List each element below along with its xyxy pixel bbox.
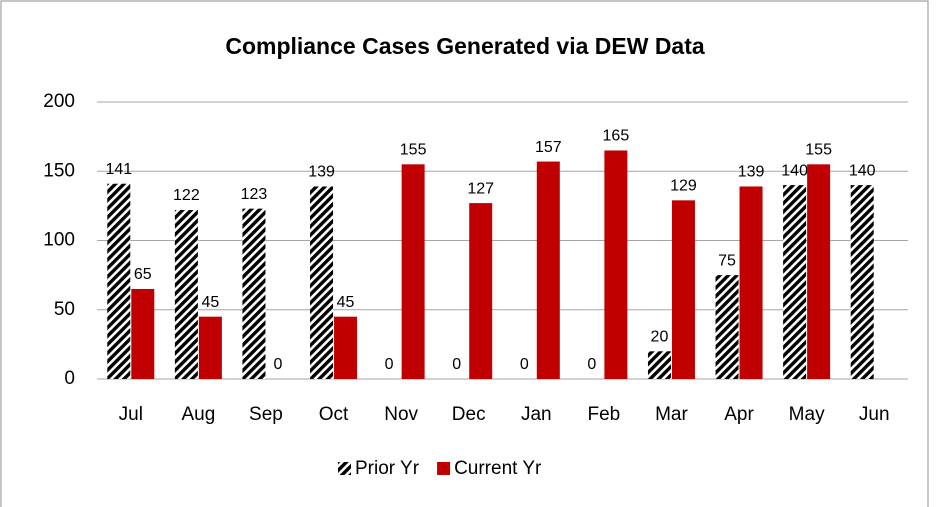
data-label: 127: [467, 180, 494, 197]
data-label: 139: [738, 164, 765, 181]
y-tick-label: 200: [43, 91, 75, 112]
data-label: 0: [587, 356, 596, 373]
data-label: 45: [201, 294, 219, 311]
bar: [334, 316, 358, 379]
legend-label: Prior Yr: [355, 458, 420, 479]
bar: [671, 200, 695, 379]
x-tick-label: May: [789, 404, 825, 425]
y-tick-label: 0: [64, 368, 75, 389]
data-label: 65: [134, 266, 152, 283]
bar: [174, 210, 198, 379]
legend-swatch: [338, 462, 351, 475]
data-label: 165: [603, 128, 630, 145]
x-tick-label: Apr: [724, 404, 754, 425]
data-label: 20: [651, 329, 669, 346]
bar: [536, 161, 560, 379]
data-label: 140: [781, 162, 808, 179]
x-tick-label: Jun: [859, 404, 890, 425]
bar: [107, 183, 131, 379]
legend-label: Current Yr: [454, 458, 542, 479]
data-label: 129: [670, 178, 697, 195]
data-label: 0: [452, 356, 461, 373]
x-tick-label: Nov: [384, 404, 418, 425]
bar: [739, 186, 763, 379]
data-label: 139: [308, 164, 335, 181]
y-tick-label: 100: [43, 230, 75, 251]
data-label: 0: [385, 356, 394, 373]
bar: [604, 150, 628, 379]
x-tick-label: Aug: [181, 404, 215, 425]
data-label: 75: [718, 252, 736, 269]
data-label: 155: [400, 142, 427, 159]
x-tick-label: Jan: [521, 404, 552, 425]
bar: [469, 203, 493, 379]
bar: [715, 275, 739, 379]
bar: [198, 316, 222, 379]
bar: [401, 164, 425, 379]
bar: [131, 288, 155, 379]
data-label: 155: [805, 142, 832, 159]
bar: [850, 185, 874, 379]
bar: [310, 186, 334, 379]
data-label: 122: [173, 187, 200, 204]
bar: [242, 208, 266, 379]
data-label: 0: [520, 356, 529, 373]
bar: [783, 185, 807, 379]
x-tick-label: Oct: [319, 404, 349, 425]
bar: [807, 164, 831, 379]
x-tick-label: Dec: [452, 404, 486, 425]
y-tick-label: 150: [43, 160, 75, 181]
y-tick-label: 50: [54, 299, 75, 320]
data-label: 140: [849, 162, 876, 179]
data-label: 0: [274, 356, 283, 373]
x-tick-label: Sep: [249, 404, 283, 425]
data-label: 123: [241, 186, 268, 203]
data-label: 141: [105, 161, 132, 178]
chart-title: Compliance Cases Generated via DEW Data: [225, 33, 705, 59]
data-label: 45: [337, 294, 355, 311]
x-tick-label: Feb: [588, 404, 621, 425]
legend-swatch: [437, 462, 451, 475]
bar: [647, 351, 671, 379]
data-label: 157: [535, 139, 562, 156]
x-tick-label: Mar: [655, 404, 688, 425]
x-tick-label: Jul: [119, 404, 143, 425]
